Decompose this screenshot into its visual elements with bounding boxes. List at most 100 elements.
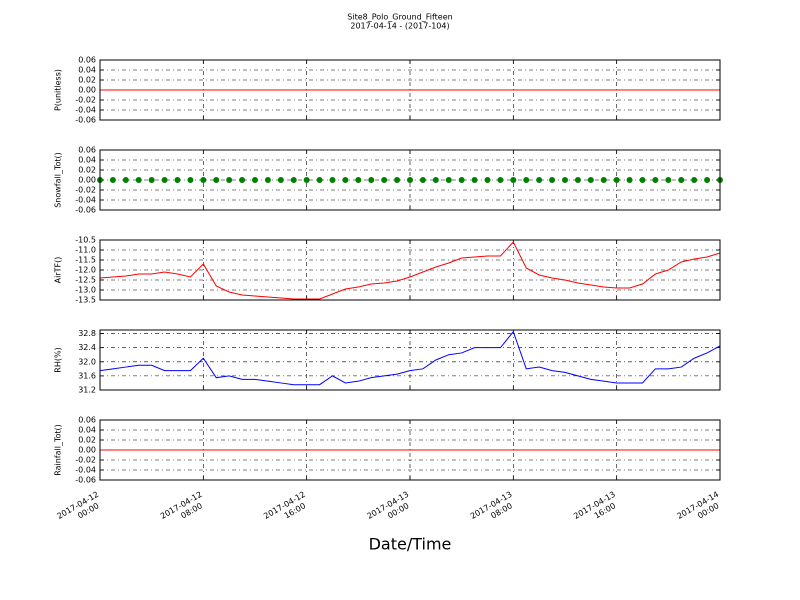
y-tick-label: 32.8 <box>78 329 96 338</box>
data-point <box>213 177 220 183</box>
y-tick-label: 0.06 <box>78 416 96 425</box>
plot-frame <box>99 59 721 121</box>
data-point <box>562 177 568 183</box>
data-point <box>626 177 633 183</box>
data-point <box>316 177 323 183</box>
plot-frame <box>99 149 721 211</box>
data-point <box>484 177 491 183</box>
y-tick-label: -0.02 <box>75 456 96 465</box>
data-line <box>99 330 721 386</box>
y-tick-label: 0.04 <box>78 156 96 165</box>
data-point <box>639 177 646 183</box>
data-point <box>407 177 413 183</box>
chart-subtitle: 2017-04-14 - (2017-104) <box>350 22 449 31</box>
y-tick-label: -0.04 <box>75 106 96 115</box>
data-point <box>135 177 142 183</box>
y-tick-label: 0.00 <box>78 446 96 455</box>
y-tick-label: 0.04 <box>78 66 96 75</box>
y-tick-label: 0.00 <box>78 86 96 95</box>
data-point <box>652 177 659 183</box>
plot-frame <box>99 329 721 391</box>
data-point <box>419 177 426 183</box>
y-tick-label: -0.02 <box>75 96 96 105</box>
data-point <box>497 177 504 183</box>
y-tick-label: 32.4 <box>78 343 96 352</box>
y-tick-label: -0.06 <box>75 116 96 125</box>
x-tick-label: 2017-04-13 16:00 <box>572 488 624 529</box>
x-tick-label: 2017-04-13 00:00 <box>365 488 417 529</box>
data-point <box>691 177 698 183</box>
y-tick-label: -0.06 <box>75 476 96 485</box>
data-point <box>329 177 336 183</box>
data-point <box>342 177 349 183</box>
y-tick-label: -0.02 <box>75 186 96 195</box>
data-point <box>394 177 401 183</box>
data-point <box>458 177 465 183</box>
data-line <box>99 241 721 300</box>
y-tick-label: 31.6 <box>78 371 96 380</box>
y-tick-label: 31.2 <box>78 386 96 395</box>
y-tick-label: 0.00 <box>78 176 96 185</box>
data-point <box>303 177 310 183</box>
data-point <box>252 177 258 183</box>
data-point <box>239 177 246 183</box>
x-tick-label: 2017-04-13 08:00 <box>469 488 521 529</box>
data-point <box>355 177 362 183</box>
data-point <box>445 177 452 183</box>
y-tick-label: -13.5 <box>75 296 96 305</box>
data-point <box>536 177 543 183</box>
data-point <box>523 177 530 183</box>
y-axis-label: Rainfall_Tot() <box>54 424 63 476</box>
data-point <box>277 177 284 183</box>
x-tick-label: 2017-04-12 08:00 <box>159 488 211 529</box>
x-tick-label: 2017-04-14 00:00 <box>675 488 727 529</box>
y-axis-label: P(unitless) <box>54 69 63 111</box>
data-point <box>200 177 207 183</box>
data-point <box>471 177 478 183</box>
data-point <box>665 177 672 183</box>
y-axis-label: Snowfall_Tot() <box>54 152 63 208</box>
data-point <box>368 177 375 183</box>
data-point <box>148 177 155 183</box>
data-point <box>600 177 607 183</box>
data-point <box>381 177 388 183</box>
y-axis-label: RH(%) <box>54 347 63 372</box>
data-point <box>549 177 556 183</box>
data-point <box>587 177 594 183</box>
y-tick-label: -10.5 <box>75 236 96 245</box>
x-axis-label: Date/Time <box>369 535 452 554</box>
y-tick-label: 0.02 <box>78 166 96 175</box>
x-tick-label: 2017-04-12 00:00 <box>55 488 107 529</box>
y-tick-label: -13.0 <box>75 286 96 295</box>
y-tick-label: -0.04 <box>75 196 96 205</box>
plot-frame <box>99 419 721 481</box>
data-point <box>174 177 181 183</box>
data-point <box>290 177 297 183</box>
y-tick-label: 0.06 <box>78 146 96 155</box>
data-point <box>510 177 517 183</box>
data-point <box>264 177 271 183</box>
data-point <box>704 177 711 183</box>
data-point <box>226 177 233 183</box>
data-point <box>574 177 581 183</box>
y-tick-label: -0.04 <box>75 466 96 475</box>
data-point <box>161 177 168 183</box>
y-tick-label: -12.0 <box>75 266 96 275</box>
data-point <box>109 177 116 183</box>
x-tick-label: 2017-04-12 16:00 <box>262 488 314 529</box>
y-tick-label: -0.06 <box>75 206 96 215</box>
y-tick-label: 32.0 <box>78 357 96 366</box>
y-tick-label: 0.02 <box>78 436 96 445</box>
data-point <box>122 177 129 183</box>
y-tick-label: 0.02 <box>78 76 96 85</box>
y-tick-label: 0.04 <box>78 426 96 435</box>
y-tick-label: -11.0 <box>75 246 96 255</box>
data-point <box>432 177 439 183</box>
y-tick-label: -11.5 <box>75 256 96 265</box>
y-tick-label: 0.06 <box>78 56 96 65</box>
data-point <box>678 177 685 183</box>
y-tick-label: -12.5 <box>75 276 96 285</box>
chart-title: Site8_Polo_Ground_Fifteen <box>347 13 452 22</box>
plot-frame <box>99 239 721 301</box>
